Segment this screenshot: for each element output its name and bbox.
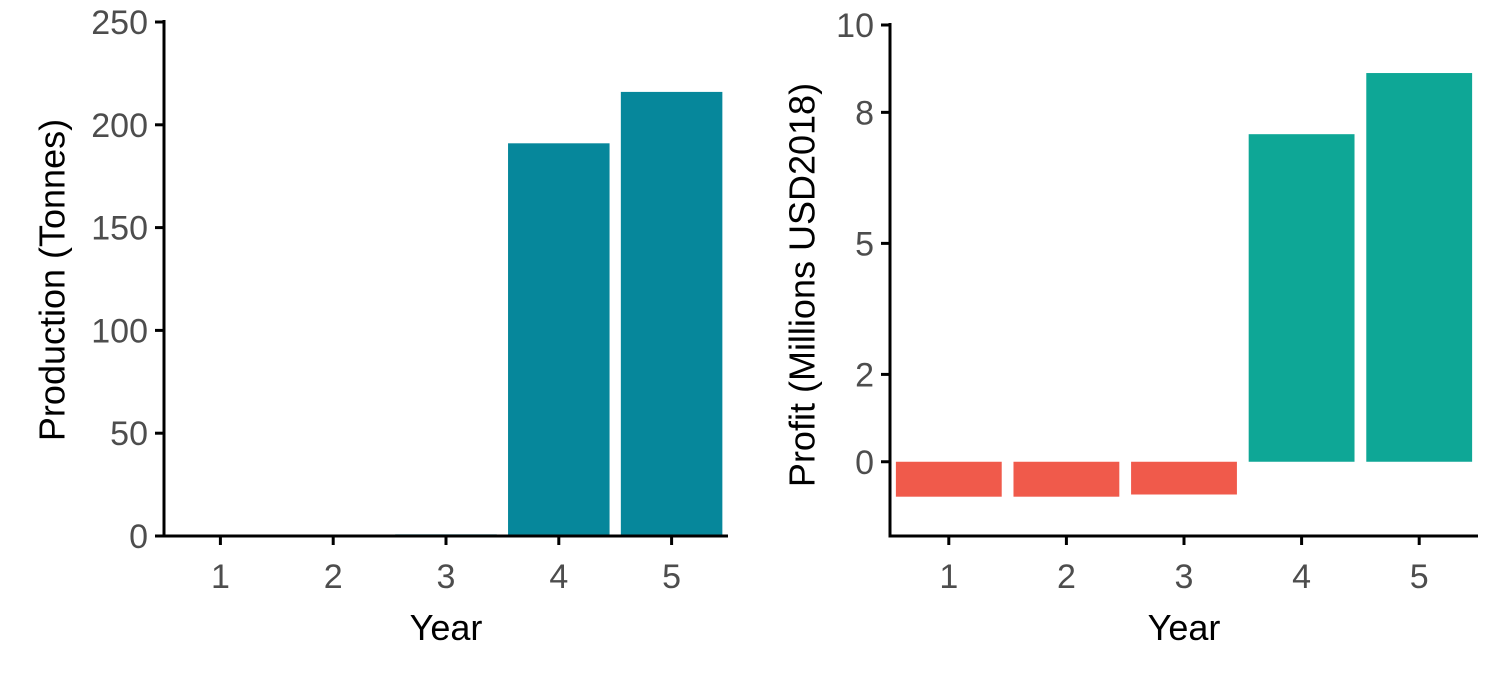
production-x-tick-label: 1 (211, 558, 230, 596)
profit-bar-5 (1366, 73, 1473, 462)
production-y-tick-label: 250 (91, 4, 148, 42)
profit-x-ticks: 1 2 3 4 5 (939, 536, 1429, 596)
production-x-tick-label: 2 (324, 558, 343, 596)
production-y-tick-label: 150 (91, 210, 148, 248)
production-y-axis-title: Production (Tonnes) (32, 119, 73, 441)
profit-bars (895, 73, 1473, 497)
production-y-tick-label: 50 (110, 415, 148, 453)
production-x-axis-title: Year (410, 607, 483, 648)
profit-y-tick-label: 8 (855, 94, 874, 132)
profit-y-tick-label: 5 (855, 225, 874, 263)
profit-bar-1 (895, 461, 1002, 497)
profit-x-tick-label: 3 (1175, 558, 1194, 596)
profit-bar-4 (1248, 134, 1355, 462)
production-x-ticks: 1 2 3 4 5 (211, 536, 681, 596)
profit-bar-3 (1131, 461, 1237, 495)
production-y-tick-label: 100 (91, 312, 148, 350)
profit-y-axis-title: Profit (Millions USD2018) (782, 83, 823, 487)
production-x-tick-label: 5 (662, 558, 681, 596)
profit-x-tick-label: 5 (1410, 558, 1429, 596)
profit-x-tick-label: 4 (1292, 558, 1311, 596)
production-chart: 0 50 100 150 200 250 1 2 3 4 5 Year Production (T… (32, 4, 728, 648)
production-bar-5 (620, 91, 723, 537)
production-x-tick-label: 3 (437, 558, 456, 596)
production-bars (169, 91, 723, 538)
profit-x-tick-label: 1 (939, 558, 958, 596)
profit-y-tick-label: 10 (836, 7, 874, 45)
profit-x-tick-label: 2 (1057, 558, 1076, 596)
production-y-tick-label: 0 (129, 518, 148, 556)
profit-x-axis-title: Year (1148, 607, 1221, 648)
profit-bar-2 (1013, 461, 1120, 497)
profit-y-tick-label: 2 (855, 356, 874, 394)
production-x-tick-label: 4 (549, 558, 568, 596)
profit-y-tick-label: 0 (855, 444, 874, 482)
production-bar-4 (508, 143, 610, 536)
profit-y-ticks: 0 2 5 8 10 (836, 7, 890, 482)
production-y-ticks: 0 50 100 150 200 250 (91, 4, 164, 556)
production-y-tick-label: 200 (91, 107, 148, 145)
